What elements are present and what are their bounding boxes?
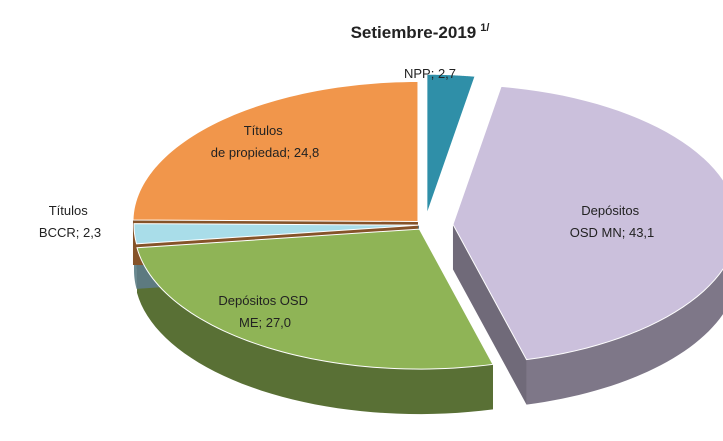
- slice: [452, 85, 723, 361]
- slice: [132, 81, 419, 223]
- slice: [136, 228, 494, 370]
- data-label: Depósitos OSD ME; 27,0: [218, 293, 311, 330]
- chart-title-group: Setiembre-2019 1/: [351, 22, 490, 42]
- chart-title: Setiembre-2019: [351, 23, 477, 42]
- slice: [426, 73, 476, 215]
- data-label: NPP; 2,7: [404, 66, 456, 81]
- data-label-line: BCCR; 2,3: [39, 225, 101, 240]
- data-label-line: OSD MN; 43,1: [570, 225, 655, 240]
- data-label-line: ME; 27,0: [239, 315, 291, 330]
- slice-side: [526, 269, 723, 405]
- data-label-line: Títulos: [49, 203, 92, 218]
- data-label: Títulos de propiedad; 24,8: [211, 123, 319, 160]
- data-label-line: de propiedad; 24,8: [211, 145, 319, 160]
- title-note: 1/: [480, 22, 489, 34]
- slice-side: [136, 247, 493, 415]
- data-label-line: Depósitos OSD: [218, 293, 311, 308]
- slice-edge: [452, 224, 527, 405]
- data-label-line: Depósitos: [581, 203, 642, 218]
- data-label: Títulos BCCR; 2,3: [39, 203, 101, 240]
- data-label: Depósitos OSD MN; 43,1: [570, 203, 655, 240]
- data-label-line: Títulos: [244, 123, 287, 138]
- slice: [133, 223, 420, 245]
